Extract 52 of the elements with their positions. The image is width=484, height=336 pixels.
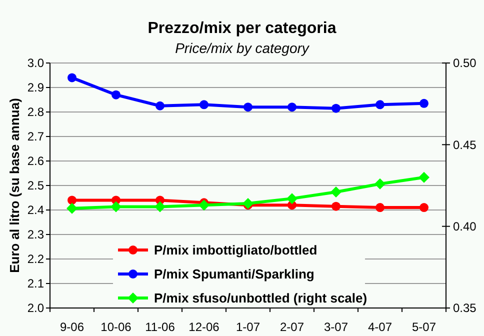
point	[244, 102, 252, 112]
y2-tick-label: 0.40	[453, 220, 477, 234]
x-tick-label: 10-06	[100, 320, 132, 334]
y-tick-label: 2.3	[27, 228, 44, 242]
y-tick-label: 2.7	[27, 130, 44, 144]
point	[332, 202, 340, 211]
y2-tick-label: 0.45	[453, 138, 477, 152]
y2-tick-label: 0.50	[453, 56, 477, 70]
x-tick-label: 5-07	[412, 320, 436, 334]
point	[286, 193, 298, 204]
x-tick-label: 3-07	[324, 320, 348, 334]
y-tick-label: 2.9	[27, 80, 44, 95]
y-tick-label: 2.5	[27, 178, 44, 193]
legend-label: P/mix sfuso/unbottled (right scale)	[154, 290, 368, 306]
point	[198, 200, 210, 211]
y-tick-label: 2.6	[27, 154, 44, 168]
x-tick-label: 2-07	[280, 320, 304, 334]
y-tick-label: 2.1	[27, 276, 44, 291]
x-tick-label: 1-07	[236, 320, 260, 334]
point	[242, 198, 254, 209]
y2-tick-label: 0.35	[453, 301, 477, 316]
x-tick-label: 11-06	[145, 320, 176, 334]
point	[332, 104, 340, 113]
point	[68, 73, 76, 82]
point	[112, 90, 120, 100]
y-tick-label: 2.4	[27, 203, 44, 218]
y-tick-label: 3.0	[27, 56, 44, 70]
point	[200, 100, 208, 110]
point	[374, 178, 386, 190]
point	[418, 172, 430, 183]
legend-label: P/mix Spumanti/Sparkling	[154, 266, 314, 282]
x-tick-label: 12-06	[188, 320, 220, 334]
chart-subtitle: Price/mix by category	[175, 40, 310, 56]
point	[110, 201, 122, 212]
point	[376, 100, 384, 110]
point	[154, 201, 166, 212]
point	[156, 101, 164, 110]
chart-title: Prezzo/mix per categoria	[148, 20, 336, 37]
point	[68, 196, 76, 205]
point	[420, 98, 428, 108]
y-tick-label: 2.8	[27, 105, 44, 120]
y-tick-label: 2.2	[27, 252, 44, 266]
y-axis-title: Euro al litro (su base annua)	[7, 98, 22, 273]
point	[330, 186, 342, 198]
x-tick-label: 4-07	[368, 320, 392, 334]
y-tick-label: 2.0	[27, 301, 44, 316]
point	[376, 203, 384, 212]
legend-label: P/mix imbottigliato/bottled	[154, 242, 318, 258]
point	[288, 102, 296, 112]
x-tick-label: 9-06	[60, 320, 84, 334]
point	[66, 202, 78, 214]
point	[420, 203, 428, 212]
